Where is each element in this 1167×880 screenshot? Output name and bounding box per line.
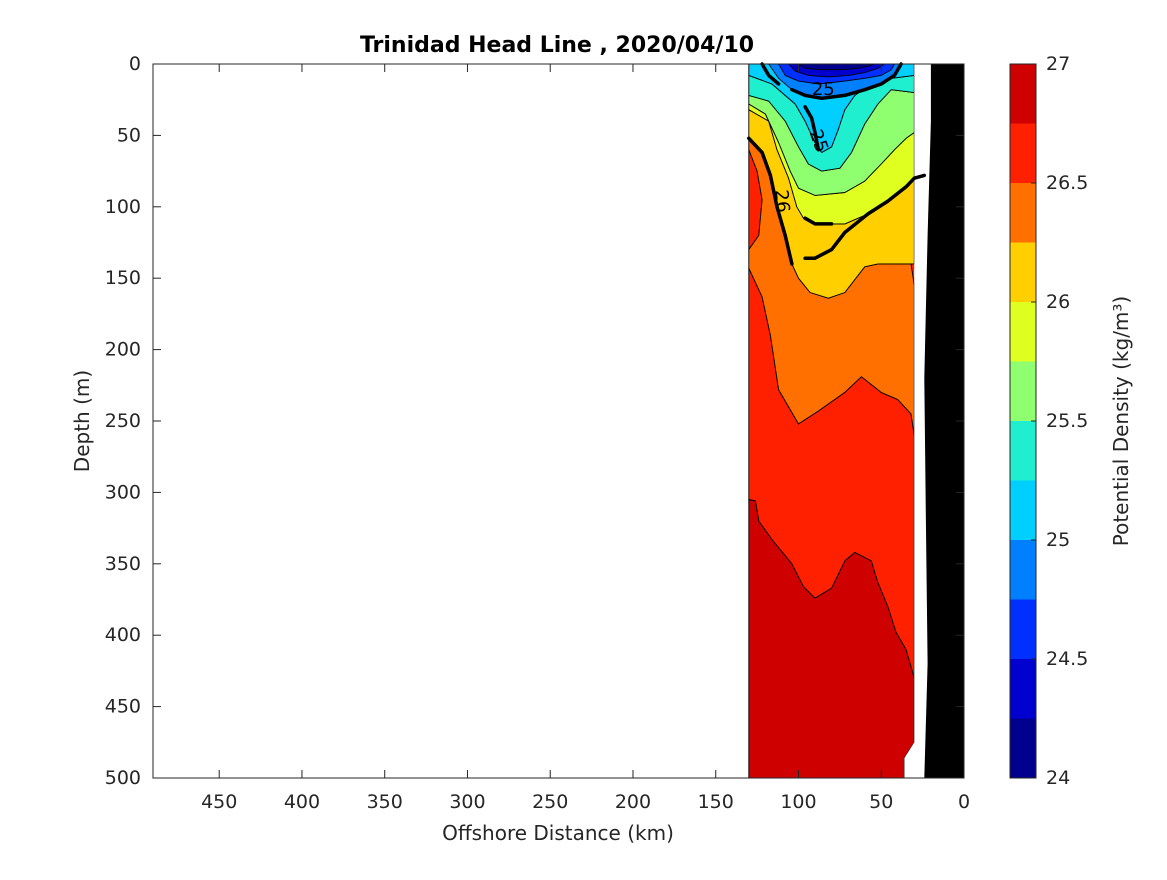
colorbar-swatch [1010, 421, 1036, 481]
x-tick-label: 200 [615, 791, 651, 813]
x-tick-label: 400 [284, 791, 320, 813]
y-tick-label: 0 [129, 53, 141, 75]
x-tick-label: 50 [869, 791, 893, 813]
colorbar-tick-label: 27 [1046, 53, 1070, 75]
x-tick-label: 250 [532, 791, 568, 813]
x-tick-label: 0 [958, 791, 970, 813]
colorbar-swatch [1010, 64, 1036, 124]
x-tick-label: 450 [201, 791, 237, 813]
colorbar-swatch [1010, 540, 1036, 600]
seafloor-bathymetry [924, 64, 964, 778]
colorbar-swatch [1010, 302, 1036, 362]
chart-title: Trinidad Head Line , 2020/04/10 [360, 33, 754, 58]
y-tick-label: 450 [105, 696, 141, 718]
colorbar-tick-label: 25.5 [1046, 410, 1088, 432]
colorbar-tick-label: 25 [1046, 529, 1070, 551]
colorbar-tick-label: 26 [1046, 291, 1070, 313]
y-tick-label: 100 [105, 196, 141, 218]
contour-label: 26 [770, 189, 793, 214]
no-data-gap [904, 64, 931, 778]
colorbar-label: Potential Density (kg/m³) [1109, 296, 1133, 547]
y-tick-label: 50 [117, 124, 141, 146]
contour-line-25 [790, 62, 903, 101]
y-tick-label: 200 [105, 339, 141, 361]
colorbar-swatch [1010, 361, 1036, 421]
colorbar-swatch [1010, 183, 1036, 243]
y-tick-label: 500 [105, 767, 141, 789]
y-axis-label: Depth (m) [70, 370, 94, 472]
axes: 450 400 350 300 250 200 150 100 50 00501001502002… [105, 53, 970, 813]
colorbar: 24 24.5 25 25.5 26 26.5 27 [1009, 53, 1088, 789]
y-tick-label: 150 [105, 267, 141, 289]
x-axis-label: Offshore Distance (km) [442, 821, 674, 845]
colorbar-swatch [1010, 242, 1036, 302]
colorbar-swatch [1010, 718, 1036, 778]
x-tick-label: 300 [449, 791, 485, 813]
colorbar-tick-label: 24.5 [1046, 648, 1088, 670]
x-tick-label: 100 [780, 791, 816, 813]
x-tick-label: 350 [367, 791, 403, 813]
contour-line-25 [760, 62, 781, 86]
x-tick-label: 150 [698, 791, 734, 813]
y-tick-label: 350 [105, 553, 141, 575]
contour-line-26 [803, 216, 834, 226]
y-tick-label: 300 [105, 481, 141, 503]
y-tick-label: 400 [105, 624, 141, 646]
y-tick-label: 250 [105, 410, 141, 432]
colorbar-swatch [1010, 480, 1036, 540]
colorbar-swatch [1010, 123, 1036, 183]
colorbar-tick-label: 26.5 [1046, 172, 1088, 194]
contour-label: 25 [812, 79, 835, 100]
colorbar-tick-label: 24 [1046, 767, 1070, 789]
contour-line-26 [803, 173, 927, 260]
colorbar-swatch [1010, 659, 1036, 719]
contour-line-25 [803, 105, 821, 152]
colorbar-swatch [1010, 599, 1036, 659]
contour-line-26 [747, 136, 794, 266]
